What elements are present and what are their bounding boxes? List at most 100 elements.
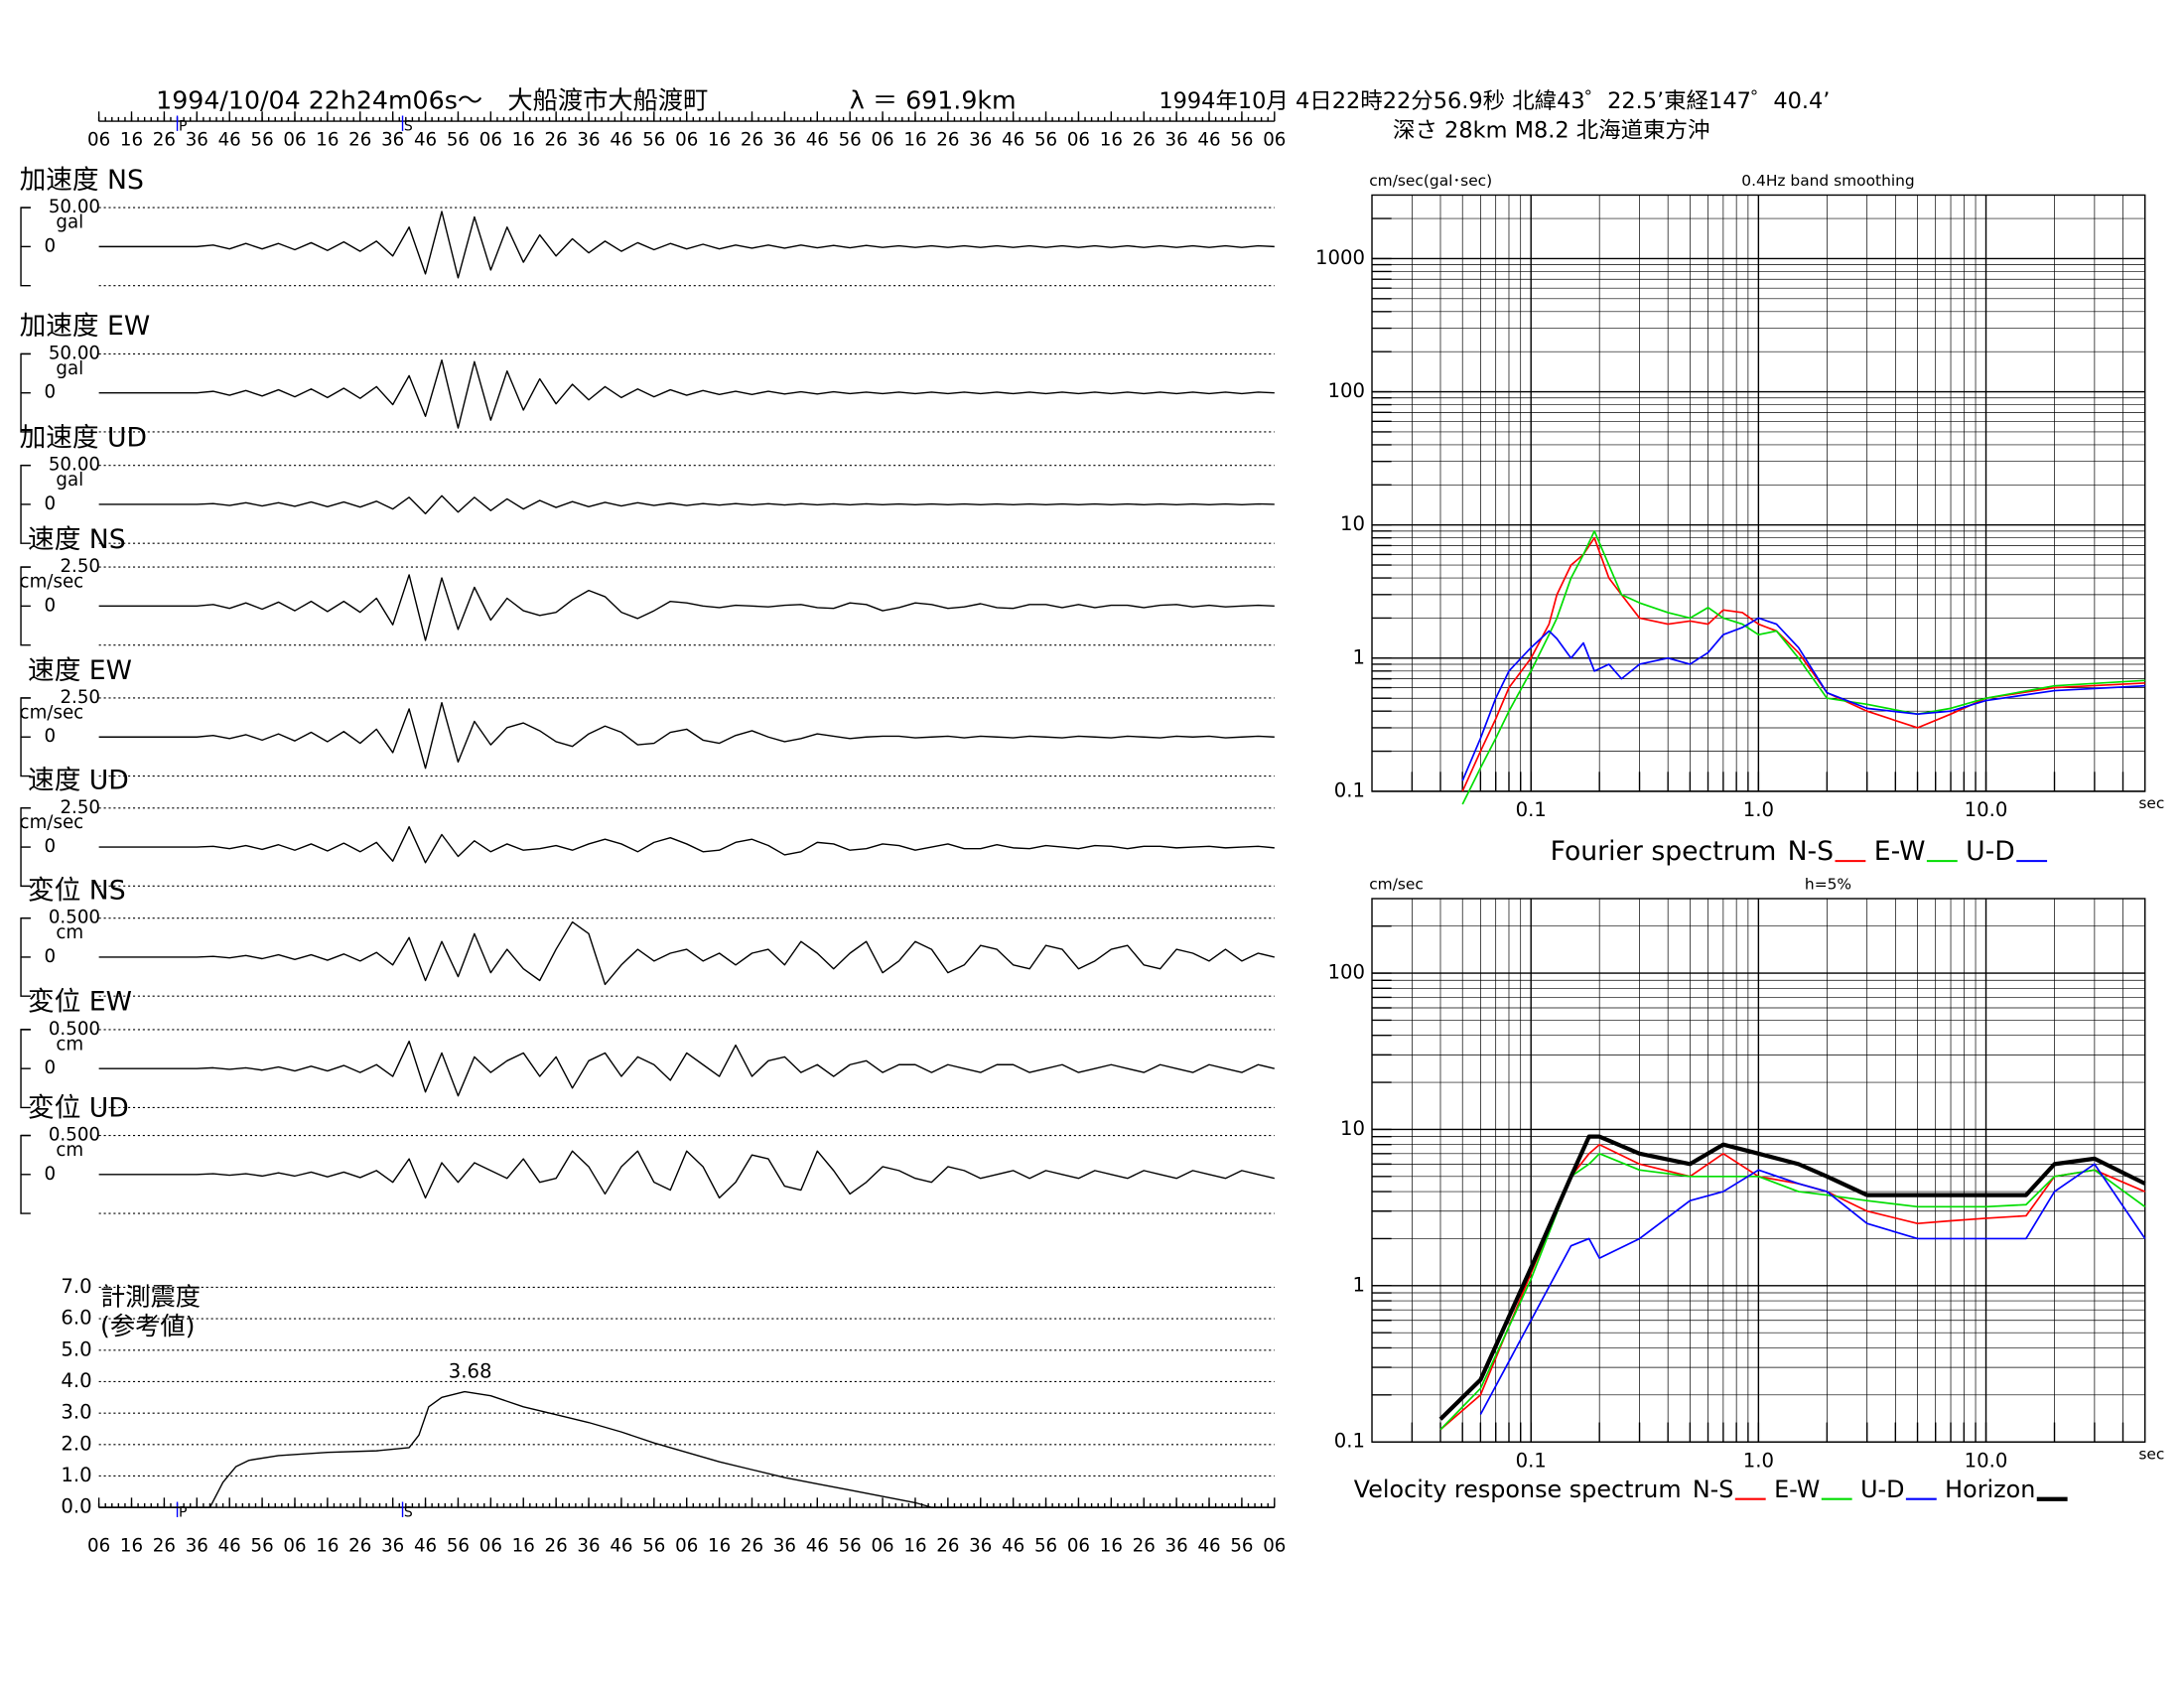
time-tick-label: 16 — [708, 1535, 731, 1556]
trace-unit: gal — [56, 358, 83, 379]
y-tick-label: 6.0 — [61, 1307, 91, 1330]
spectrum-line — [1461, 536, 2145, 792]
time-tick-label: 06 — [87, 1535, 110, 1556]
time-tick-label: 46 — [414, 1535, 437, 1556]
y-tick-label: 7.0 — [61, 1275, 91, 1298]
time-tick-label: 56 — [1034, 130, 1057, 151]
trace-unit: cm/sec — [20, 572, 84, 593]
peak-label: 3.68 — [449, 1359, 492, 1382]
time-tick-label: 46 — [806, 130, 829, 151]
time-tick-label: 56 — [447, 130, 470, 151]
plot-note: h=5% — [1805, 875, 1851, 893]
time-tick-label: 16 — [903, 1535, 926, 1556]
trace-unit: cm/sec — [20, 812, 84, 833]
time-tick-label: 06 — [283, 1535, 306, 1556]
time-tick-label: 16 — [120, 1535, 143, 1556]
intensity-curve — [98, 1390, 1275, 1508]
time-tick-label: 56 — [642, 1535, 665, 1556]
trace-title: 変位 EW — [28, 987, 132, 1018]
phase-label: P — [179, 1505, 187, 1521]
time-tick-label: 26 — [741, 130, 763, 151]
time-tick-label: 26 — [1133, 130, 1156, 151]
time-tick-label: 36 — [773, 130, 796, 151]
waveform — [98, 494, 1275, 515]
y-tick-label: 0.0 — [61, 1495, 91, 1518]
y-tick-label: 10 — [1340, 1117, 1365, 1140]
time-tick-label: 06 — [871, 1535, 893, 1556]
time-tick-label: 56 — [447, 1535, 470, 1556]
time-tick-label: 06 — [479, 1535, 502, 1556]
time-tick-label: 56 — [250, 130, 273, 151]
time-tick-label: 06 — [479, 130, 502, 151]
time-tick-label: 26 — [153, 1535, 176, 1556]
time-tick-label: 16 — [1100, 130, 1123, 151]
legend-label: N-S — [1693, 1476, 1734, 1503]
legend-title: Velocity response spectrum — [1354, 1476, 1682, 1503]
plot-note: 0.4Hz band smoothing — [1741, 172, 1914, 190]
time-tick-label: 56 — [839, 1535, 862, 1556]
time-tick-label: 36 — [773, 1535, 796, 1556]
time-tick-label: 36 — [577, 130, 600, 151]
y-tick-label: 100 — [1328, 379, 1365, 402]
time-tick-label: 06 — [871, 130, 893, 151]
legend-label: U-D — [1860, 1476, 1904, 1503]
trace-title: 加速度 EW — [20, 311, 151, 342]
x-tick-label: 1.0 — [1743, 798, 1774, 821]
time-tick-label: 06 — [1067, 1535, 1090, 1556]
x-axis-label: sec — [2138, 1445, 2164, 1463]
time-tick-label: 16 — [512, 130, 535, 151]
y-tick-label: 0 — [45, 595, 57, 616]
time-tick-label: 16 — [316, 1535, 339, 1556]
time-tick-label: 56 — [642, 130, 665, 151]
y-tick-label: 2.50 — [60, 556, 100, 577]
time-tick-label: 06 — [1263, 1535, 1286, 1556]
legend-label: N-S — [1788, 836, 1834, 867]
y-tick-label: 5.0 — [61, 1337, 91, 1360]
phase-label: S — [404, 1505, 413, 1521]
y-tick-label: 1.0 — [61, 1464, 91, 1486]
time-tick-label: 26 — [348, 1535, 371, 1556]
y-tick-label: 0 — [45, 382, 57, 403]
time-tick-label: 46 — [1002, 130, 1024, 151]
time-tick-label: 36 — [186, 130, 208, 151]
y-tick-label: 1 — [1353, 1273, 1366, 1296]
y-tick-label: 0 — [45, 493, 57, 514]
legend-label: E-W — [1874, 836, 1926, 867]
time-tick-label: 46 — [610, 130, 632, 151]
y-tick-label: 0.1 — [1334, 778, 1365, 801]
time-tick-label: 56 — [1230, 1535, 1253, 1556]
record-title: 1994/10/04 22h24m06s〜 大船渡市大船渡町 — [156, 85, 708, 114]
time-tick-label: 36 — [1165, 130, 1188, 151]
trace-title: 速度 UD — [28, 766, 129, 796]
trace-unit: cm — [56, 1140, 83, 1161]
legend-label: Horizon — [1945, 1476, 2035, 1503]
time-tick-label: 46 — [218, 1535, 241, 1556]
waveform — [98, 825, 1275, 864]
y-tick-label: 2.0 — [61, 1432, 91, 1455]
time-tick-label: 56 — [250, 1535, 273, 1556]
y-tick-label: 0.500 — [49, 1125, 100, 1146]
time-tick-label: 16 — [316, 130, 339, 151]
spectrum-line — [1479, 1163, 2146, 1415]
y-tick-label: 0.500 — [49, 908, 100, 928]
time-tick-label: 46 — [414, 130, 437, 151]
time-tick-label: 36 — [969, 1535, 992, 1556]
trace-title: 変位 UD — [28, 1092, 129, 1123]
waveform — [98, 920, 1275, 986]
time-tick-label: 46 — [1197, 130, 1220, 151]
trace-unit: cm — [56, 1034, 83, 1055]
time-tick-label: 06 — [675, 1535, 698, 1556]
time-tick-label: 26 — [936, 1535, 959, 1556]
trace-unit: gal — [56, 212, 83, 233]
waveform — [98, 574, 1275, 641]
y-tick-label: 4.0 — [61, 1369, 91, 1392]
y-tick-label: 0 — [45, 1057, 57, 1078]
x-axis-label: sec — [2138, 794, 2164, 812]
time-tick-label: 56 — [1230, 130, 1253, 151]
time-tick-label: 26 — [741, 1535, 763, 1556]
x-tick-label: 1.0 — [1743, 1449, 1774, 1472]
time-tick-label: 46 — [1197, 1535, 1220, 1556]
